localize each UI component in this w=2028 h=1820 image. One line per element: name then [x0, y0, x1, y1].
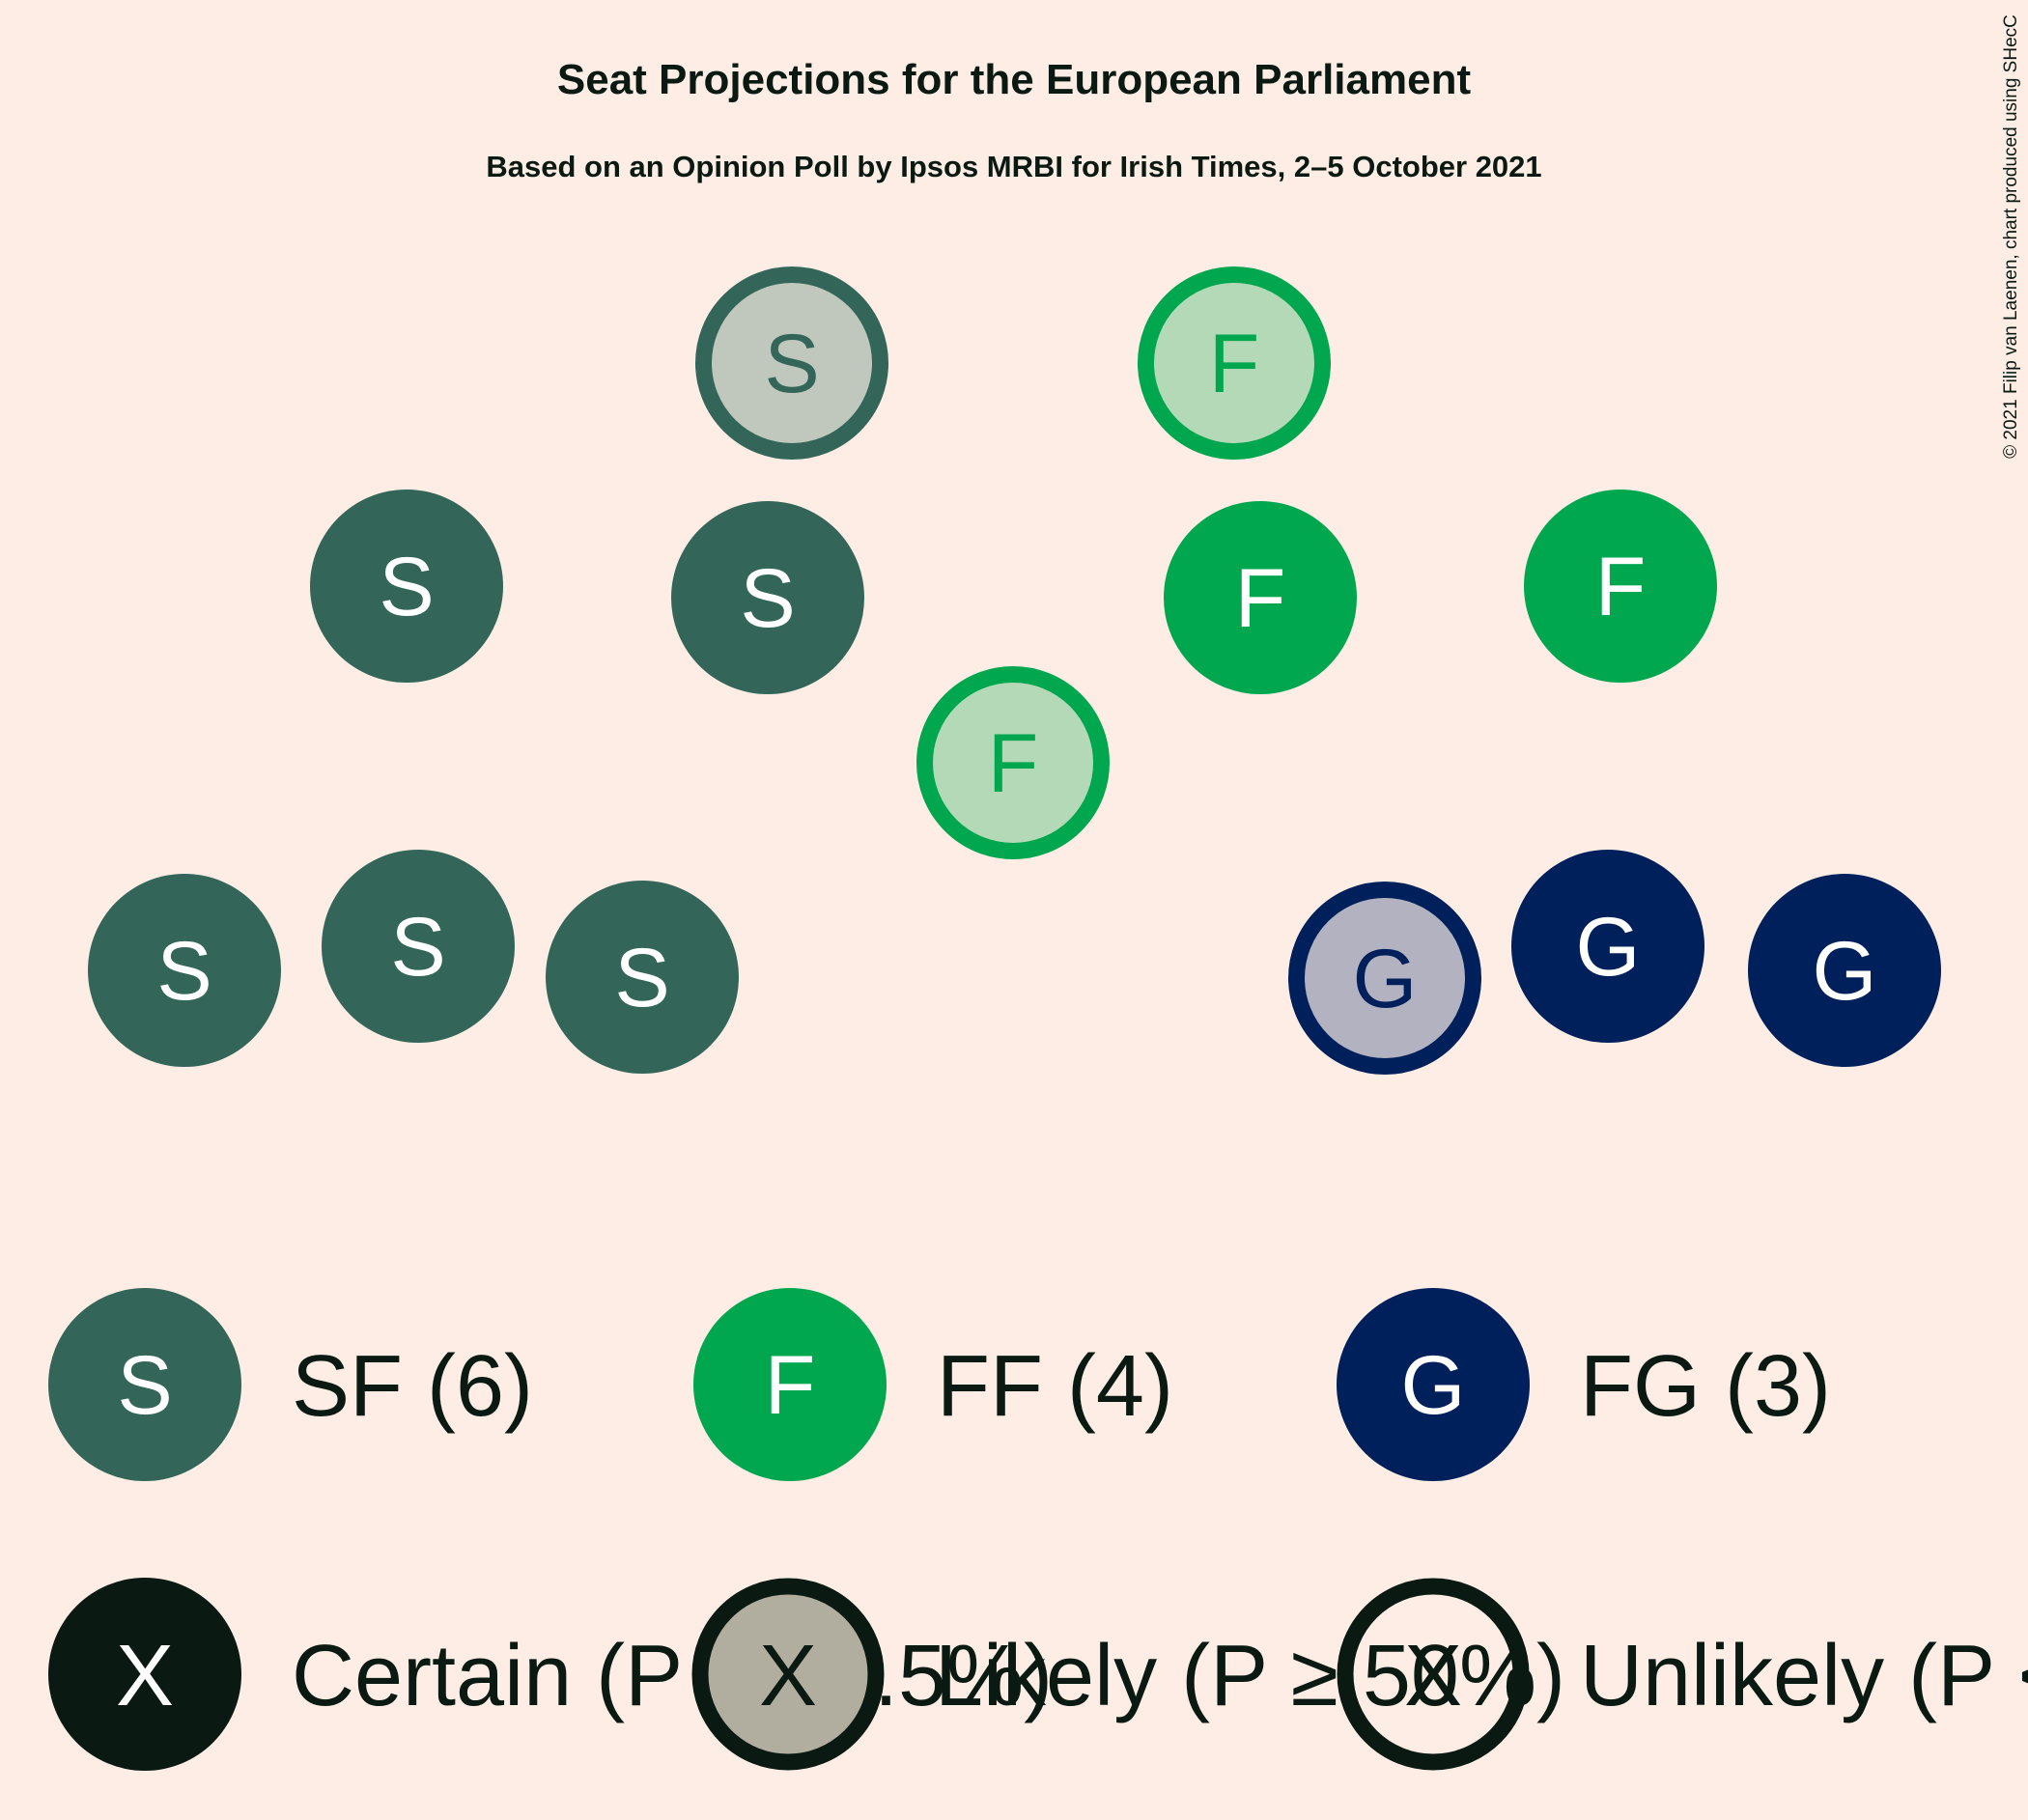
legend-ff-swatch-letter: F: [765, 1339, 816, 1432]
legend-ff-label: FF (4): [937, 1338, 1173, 1435]
seat-sf-likely: S: [695, 266, 888, 460]
seat-ff-likely-disc: [1138, 266, 1331, 460]
seat-sf-certain-disc: [671, 501, 864, 694]
seat-ff-likely-letter: F: [1209, 318, 1260, 410]
seat-sf-certain-disc: [310, 490, 503, 683]
seat-ff-certain-letter: F: [1235, 552, 1286, 645]
legend-sf-swatch-disc: [48, 1288, 241, 1481]
legend-likely-letter: X: [759, 1628, 817, 1724]
seat-sf-certain-letter: S: [740, 552, 795, 645]
legend-likely-label: Likely (P ≥ 50%): [935, 1628, 1565, 1724]
legend-unlikely-label: Unlikely (P < 50%): [1580, 1628, 2028, 1724]
legend-likely-disc: [691, 1578, 885, 1771]
seat-fg-likely: G: [1288, 882, 1481, 1075]
seat-ff-certain-disc: [1164, 501, 1357, 694]
legend-sf-swatch: S: [48, 1288, 241, 1481]
seat-fg-certain: G: [1748, 874, 1941, 1067]
legend-fg-swatch-disc: [1337, 1288, 1530, 1481]
legend-certain-swatch: X: [48, 1578, 241, 1771]
seat-sf-certain-disc: [88, 874, 281, 1067]
seat-ff-likely-disc: [916, 666, 1110, 859]
legend-ff-swatch-disc: [693, 1288, 887, 1481]
legend-fg-swatch-letter: G: [1401, 1339, 1466, 1432]
seat-sf-certain-letter: S: [614, 932, 669, 1024]
legend-certain-disc: [48, 1578, 241, 1771]
seat-fg-certain-disc: [1748, 874, 1941, 1067]
seat-sf-certain: S: [671, 501, 864, 694]
legend-unlikely-swatch: X: [1337, 1578, 1530, 1771]
legend-unlikely-letter: X: [1404, 1628, 1462, 1724]
legend-fg-label: FG (3): [1580, 1338, 1831, 1435]
legend-ff-swatch: F: [693, 1288, 887, 1481]
seat-sf-certain-letter: S: [379, 541, 434, 633]
seat-fg-certain-disc: [1511, 850, 1704, 1043]
chart-subtitle: Based on an Opinion Poll by Ipsos MRBI f…: [486, 150, 1541, 183]
legend: S SF (6) F FF (4) G FG (3)X Certain (P ≥ 97.5%…: [48, 1288, 2028, 1771]
seat-fg-certain-letter: G: [1813, 925, 1877, 1018]
legend-fg-swatch: G: [1337, 1288, 1530, 1481]
seat-sf-likely-disc: [695, 266, 888, 460]
seat-ff-likely: F: [1138, 266, 1331, 460]
seat-fg-certain: G: [1511, 850, 1704, 1043]
legend-certain-letter: X: [116, 1628, 174, 1724]
legend-sf-swatch-letter: S: [117, 1339, 172, 1432]
chart-title: Seat Projections for the European Parlia…: [557, 56, 1472, 103]
copyright-note: © 2021 Filip van Laenen, chart produced …: [2001, 14, 2021, 459]
legend-unlikely-disc: [1337, 1578, 1530, 1771]
seat-ff-certain: F: [1524, 490, 1717, 683]
legend-sf-label: SF (6): [292, 1338, 533, 1435]
seat-sf-certain: S: [322, 850, 515, 1043]
seat-sf-likely-letter: S: [764, 318, 819, 410]
seat-ff-certain: F: [1164, 501, 1357, 694]
legend-likely-swatch: X: [691, 1578, 885, 1771]
seat-sf-certain: S: [546, 881, 739, 1074]
seat-ff-likely-letter: F: [988, 717, 1039, 810]
seat-fg-certain-letter: G: [1576, 901, 1641, 994]
seat-ff-certain-disc: [1524, 490, 1717, 683]
seat-sf-certain: S: [310, 490, 503, 683]
seat-sf-certain-letter: S: [156, 925, 211, 1018]
seat-sf-certain-disc: [322, 850, 515, 1043]
seat-fg-likely-disc: [1288, 882, 1481, 1075]
seat-fg-likely-letter: G: [1353, 933, 1418, 1025]
seat-ff-likely: F: [916, 666, 1110, 859]
seat-sf-certain: S: [88, 874, 281, 1067]
seat-sf-certain-disc: [546, 881, 739, 1074]
seat-ff-certain-letter: F: [1595, 541, 1647, 633]
seat-group: S F S S F F F S S S G G G: [88, 266, 1941, 1075]
seat-sf-certain-letter: S: [390, 901, 445, 994]
legend-certain-label: Certain (P ≥ 97.5%): [292, 1628, 1053, 1724]
